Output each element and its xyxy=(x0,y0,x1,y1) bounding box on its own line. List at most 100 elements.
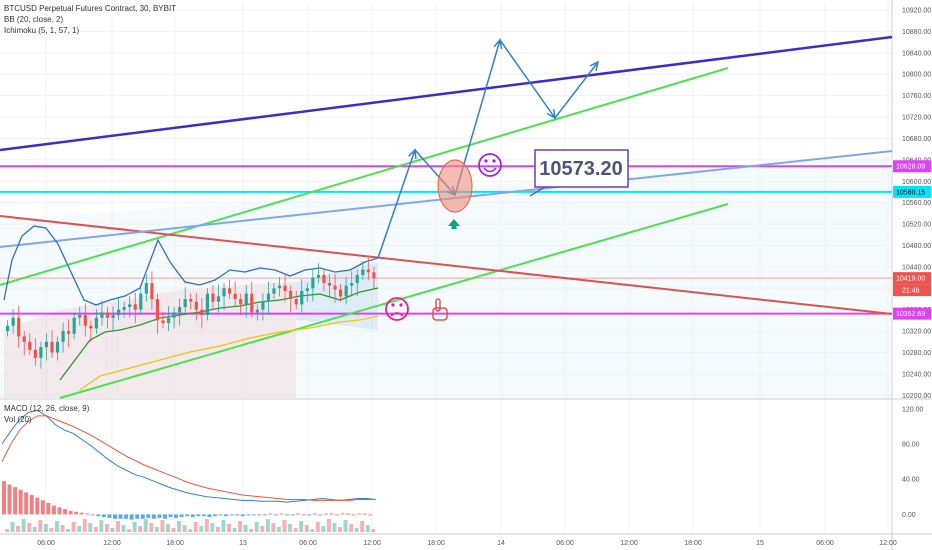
candlestick xyxy=(139,288,143,316)
volume-bar xyxy=(199,526,204,532)
macd-histogram-bar xyxy=(24,492,29,515)
candlestick xyxy=(128,295,132,318)
callout-box xyxy=(534,149,629,188)
frown-eye xyxy=(391,303,395,307)
macd-tick-label: 80.00 xyxy=(902,442,920,449)
volume-bar xyxy=(293,528,298,532)
macd-histogram-bar xyxy=(357,513,362,515)
candle-body xyxy=(294,299,298,305)
volume-bar xyxy=(338,527,342,532)
volume-bar xyxy=(310,529,315,532)
price-tick-label: 10680.00 xyxy=(902,136,931,143)
candle-body xyxy=(200,309,204,316)
candle-body xyxy=(311,277,315,289)
hand-palm xyxy=(432,307,448,321)
vol-indicator-label[interactable]: Vol (20) xyxy=(4,415,32,424)
volume-bar xyxy=(288,524,293,532)
macd-histogram-bar xyxy=(351,514,356,516)
candle-body xyxy=(11,317,15,326)
callout-pointer xyxy=(529,186,546,197)
candle-body xyxy=(244,293,248,305)
candlestick xyxy=(366,257,370,281)
candlestick xyxy=(216,284,221,313)
volume-bar xyxy=(354,528,359,532)
candlestick xyxy=(111,306,115,332)
candle-body xyxy=(261,301,265,310)
green-channel-upper xyxy=(0,67,729,286)
candlestick xyxy=(122,301,126,318)
volume-bar xyxy=(93,527,98,532)
candlestick xyxy=(89,320,93,342)
macd-histogram-bar xyxy=(235,514,240,516)
macd-histogram-bar xyxy=(40,500,45,515)
candle-body xyxy=(305,288,309,291)
volume-bar xyxy=(227,524,231,532)
price-tick-label: 10760.00 xyxy=(902,93,931,100)
candle-body xyxy=(233,293,237,299)
frown-eye xyxy=(399,303,403,307)
frown-face xyxy=(385,297,409,321)
candle-body xyxy=(316,274,320,278)
channel-shade xyxy=(0,156,892,398)
candlestick xyxy=(194,293,198,321)
candle-body xyxy=(366,269,370,273)
macd-histogram-bar xyxy=(362,513,367,515)
candle-body xyxy=(150,282,154,299)
price-tick-label: 10240.00 xyxy=(902,371,931,378)
volume-bar xyxy=(210,523,215,532)
candle-body xyxy=(144,282,148,294)
bb-indicator-label[interactable]: BB (20, close, 2) xyxy=(4,15,64,24)
volume-bar xyxy=(132,522,137,532)
candle-body xyxy=(239,299,243,305)
volume-bar xyxy=(238,521,243,532)
volume-bar xyxy=(127,529,132,532)
macd-histogram-bar xyxy=(296,513,301,515)
price-tick-label: 10920.00 xyxy=(902,8,931,15)
candlestick xyxy=(300,279,304,313)
macd-histogram-bar xyxy=(340,513,345,515)
candlestick xyxy=(266,281,271,316)
macd-histogram-bar xyxy=(240,514,245,517)
candlestick xyxy=(161,311,165,329)
volume-bar xyxy=(154,527,159,532)
macd-indicator-label[interactable]: MACD (12, 26, close, 9) xyxy=(4,404,90,413)
price-tag-upper-magenta: 10628.09 xyxy=(893,160,931,173)
volume-bar xyxy=(38,520,43,532)
time-tick-label: 18:00 xyxy=(684,540,702,547)
candle-body xyxy=(78,315,82,318)
price-tick-label: 10480.00 xyxy=(902,243,931,250)
macd-histogram-bar xyxy=(212,514,217,517)
ichimoku-indicator-label[interactable]: Ichimoku (5, 1, 57, 1) xyxy=(4,26,80,35)
time-tick-label: 06:00 xyxy=(299,540,317,547)
macd-histogram-bar xyxy=(29,495,34,515)
candlestick xyxy=(372,266,376,289)
candle-body xyxy=(100,312,104,318)
candle-body xyxy=(22,336,26,342)
volume-bar xyxy=(138,526,143,532)
candle-body xyxy=(355,274,359,283)
price-tick-label: 10280.00 xyxy=(902,350,931,357)
candle-body xyxy=(344,285,348,297)
macd-histogram-bar xyxy=(140,514,145,519)
candlestick xyxy=(289,285,293,313)
macd-histogram-bar xyxy=(179,514,184,518)
macd-histogram-bar xyxy=(323,513,328,515)
candle-body xyxy=(372,272,376,279)
candlestick xyxy=(178,298,182,326)
macd-histogram-bar xyxy=(301,514,306,516)
macd-histogram-bar xyxy=(74,511,79,515)
macd-histogram-bar xyxy=(129,514,134,520)
candlestick xyxy=(11,309,15,334)
candlestick xyxy=(105,307,110,329)
time-tick-label: 12:00 xyxy=(879,540,897,547)
candlestick xyxy=(322,269,326,291)
price-tick-label: 10520.00 xyxy=(902,222,931,229)
candle-body xyxy=(61,331,65,342)
volume-bar xyxy=(10,522,15,532)
candle-body xyxy=(327,282,332,286)
candlestick xyxy=(50,330,54,358)
candlestick xyxy=(22,331,26,356)
price-tag-last-text: 10419.00 xyxy=(896,276,925,283)
candle-body xyxy=(94,317,98,329)
